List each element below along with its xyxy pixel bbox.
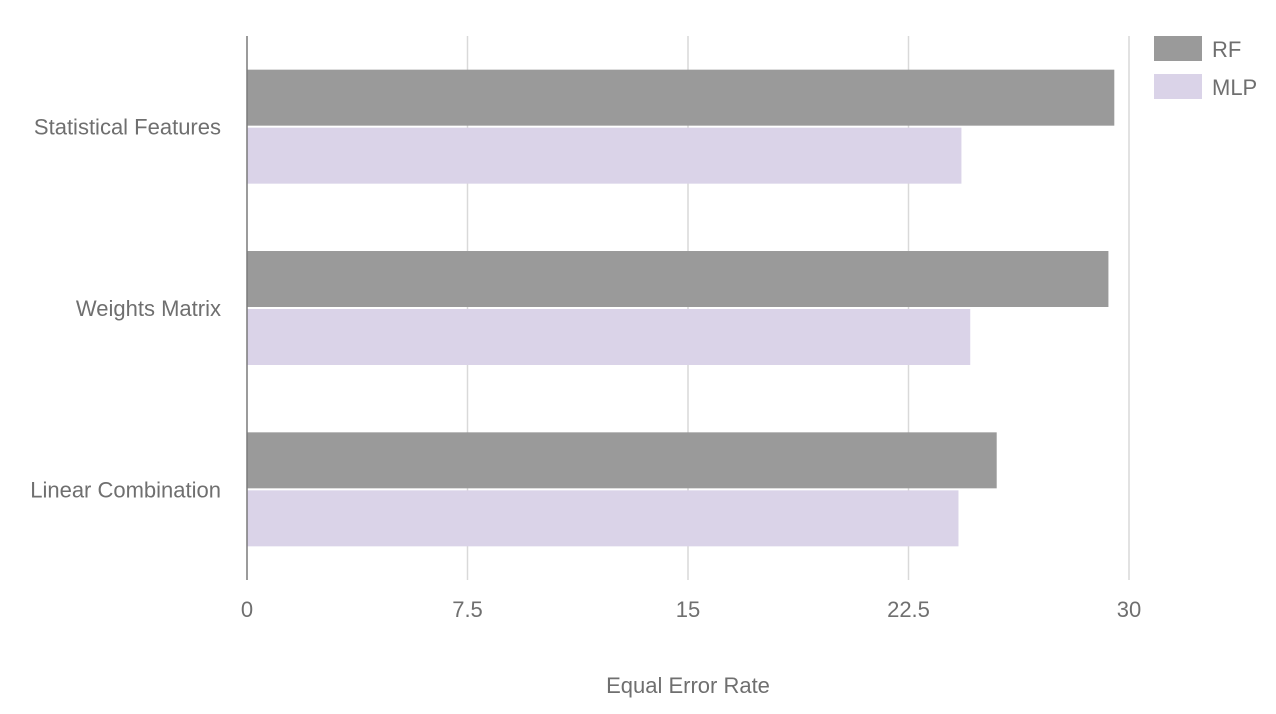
bar-mlp-2 [247, 490, 959, 547]
bars-layer [247, 69, 1115, 547]
bar-rf-0 [247, 69, 1115, 126]
legend-label-rf: RF [1212, 37, 1241, 62]
bar-rf-2 [247, 432, 997, 489]
legend-swatch-mlp [1154, 74, 1202, 99]
x-axis-title: Equal Error Rate [606, 673, 770, 698]
category-label: Statistical Features [34, 115, 221, 140]
category-label: Linear Combination [30, 477, 221, 502]
bar-mlp-0 [247, 127, 962, 184]
bar-mlp-1 [247, 309, 971, 365]
x-tick-label: 15 [676, 597, 700, 622]
x-tick-label: 30 [1117, 597, 1141, 622]
legend-swatch-rf [1154, 36, 1202, 61]
bar-rf-1 [247, 251, 1109, 307]
grid-layer [466, 36, 1130, 580]
x-tick-label: 0 [241, 597, 253, 622]
category-label: Weights Matrix [76, 296, 221, 321]
x-tick-label: 7.5 [452, 597, 483, 622]
x-tick-labels: 0 7.5 15 22.5 30 [241, 597, 1141, 622]
x-tick-label: 22.5 [887, 597, 930, 622]
category-labels: Statistical Features Weights Matrix Linear… [30, 115, 221, 503]
legend: RF MLP [1154, 36, 1257, 100]
legend-label-mlp: MLP [1212, 75, 1257, 100]
